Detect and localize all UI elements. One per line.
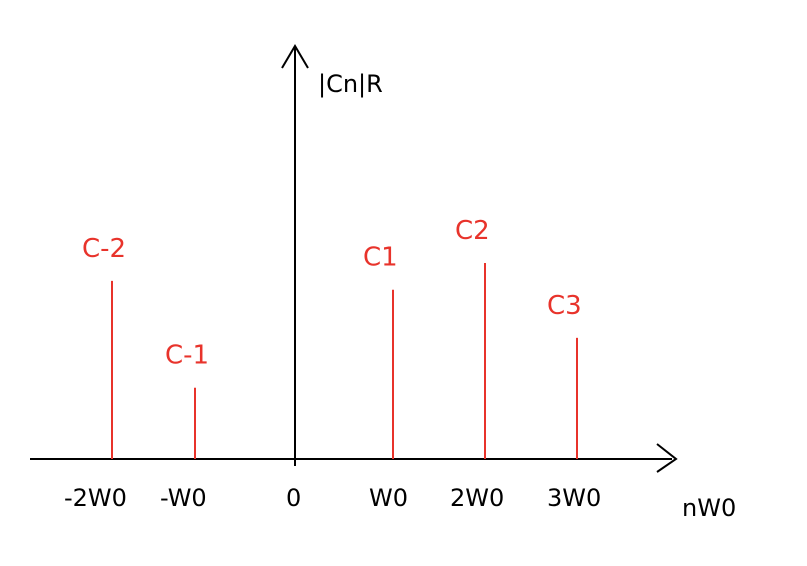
y-axis-arrowhead bbox=[281, 44, 309, 69]
coefficient-label: C-1 bbox=[165, 341, 209, 371]
coefficient-label: C2 bbox=[455, 216, 490, 246]
coefficient-labels: C-2 C-1 C1 C2 C3 bbox=[82, 216, 582, 371]
coefficient-label: C1 bbox=[363, 243, 398, 273]
x-tick-labels: -2W0 -W0 0 W0 2W0 3W0 bbox=[64, 484, 601, 512]
x-axis-arrowhead bbox=[656, 443, 678, 473]
coefficient-label: C-2 bbox=[82, 234, 126, 264]
spectral-lines bbox=[111, 263, 578, 459]
axes bbox=[30, 44, 678, 473]
x-tick-label: 0 bbox=[286, 484, 301, 512]
coefficient-label: C3 bbox=[547, 291, 582, 321]
x-tick-label: 3W0 bbox=[547, 484, 601, 512]
x-axis-label: nW0 bbox=[682, 494, 736, 522]
y-axis-label: |Cn|R bbox=[318, 70, 383, 98]
x-tick-label: -W0 bbox=[160, 484, 207, 512]
x-tick-label: W0 bbox=[369, 484, 408, 512]
x-tick-label: 2W0 bbox=[450, 484, 504, 512]
x-tick-label: -2W0 bbox=[64, 484, 127, 512]
